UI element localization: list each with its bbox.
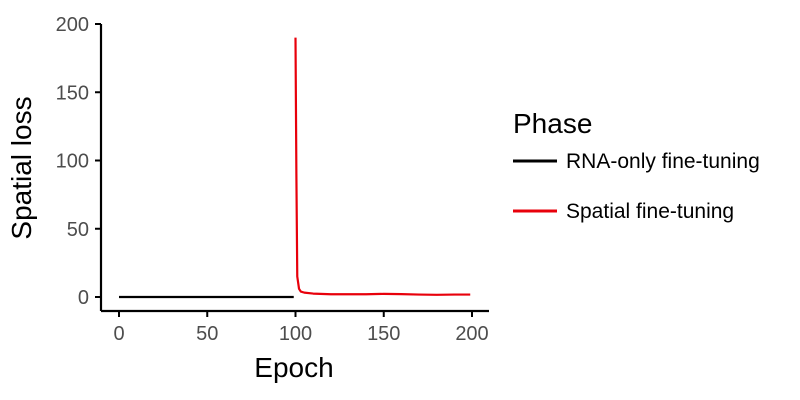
axes: 0 50 100 150 200 0 50 100 150 200 <box>56 14 489 345</box>
legend-label-1: RNA-only fine-tuning <box>566 150 760 173</box>
y-tick-label: 50 <box>67 219 89 241</box>
y-tick-label: 100 <box>56 151 89 173</box>
x-tick-label: 150 <box>367 323 400 345</box>
x-axis-title: Epoch <box>254 352 333 383</box>
y-tick-label: 200 <box>56 14 89 36</box>
y-tick-label: 0 <box>78 287 89 309</box>
legend: Phase RNA-only fine-tuning Spatial fine-t… <box>513 108 760 223</box>
legend-label-2: Spatial fine-tuning <box>566 200 734 223</box>
x-tick-label: 50 <box>196 323 218 345</box>
x-tick-label: 0 <box>113 323 124 345</box>
legend-items: RNA-only fine-tuning Spatial fine-tuning <box>513 150 760 223</box>
legend-title: Phase <box>513 108 592 139</box>
y-axis-title: Spatial loss <box>6 96 37 239</box>
x-tick-label: 200 <box>455 323 488 345</box>
x-tick-label: 100 <box>279 323 312 345</box>
plot-area <box>119 37 471 299</box>
y-tick-label: 150 <box>56 82 89 104</box>
series-line-2 <box>294 37 471 296</box>
